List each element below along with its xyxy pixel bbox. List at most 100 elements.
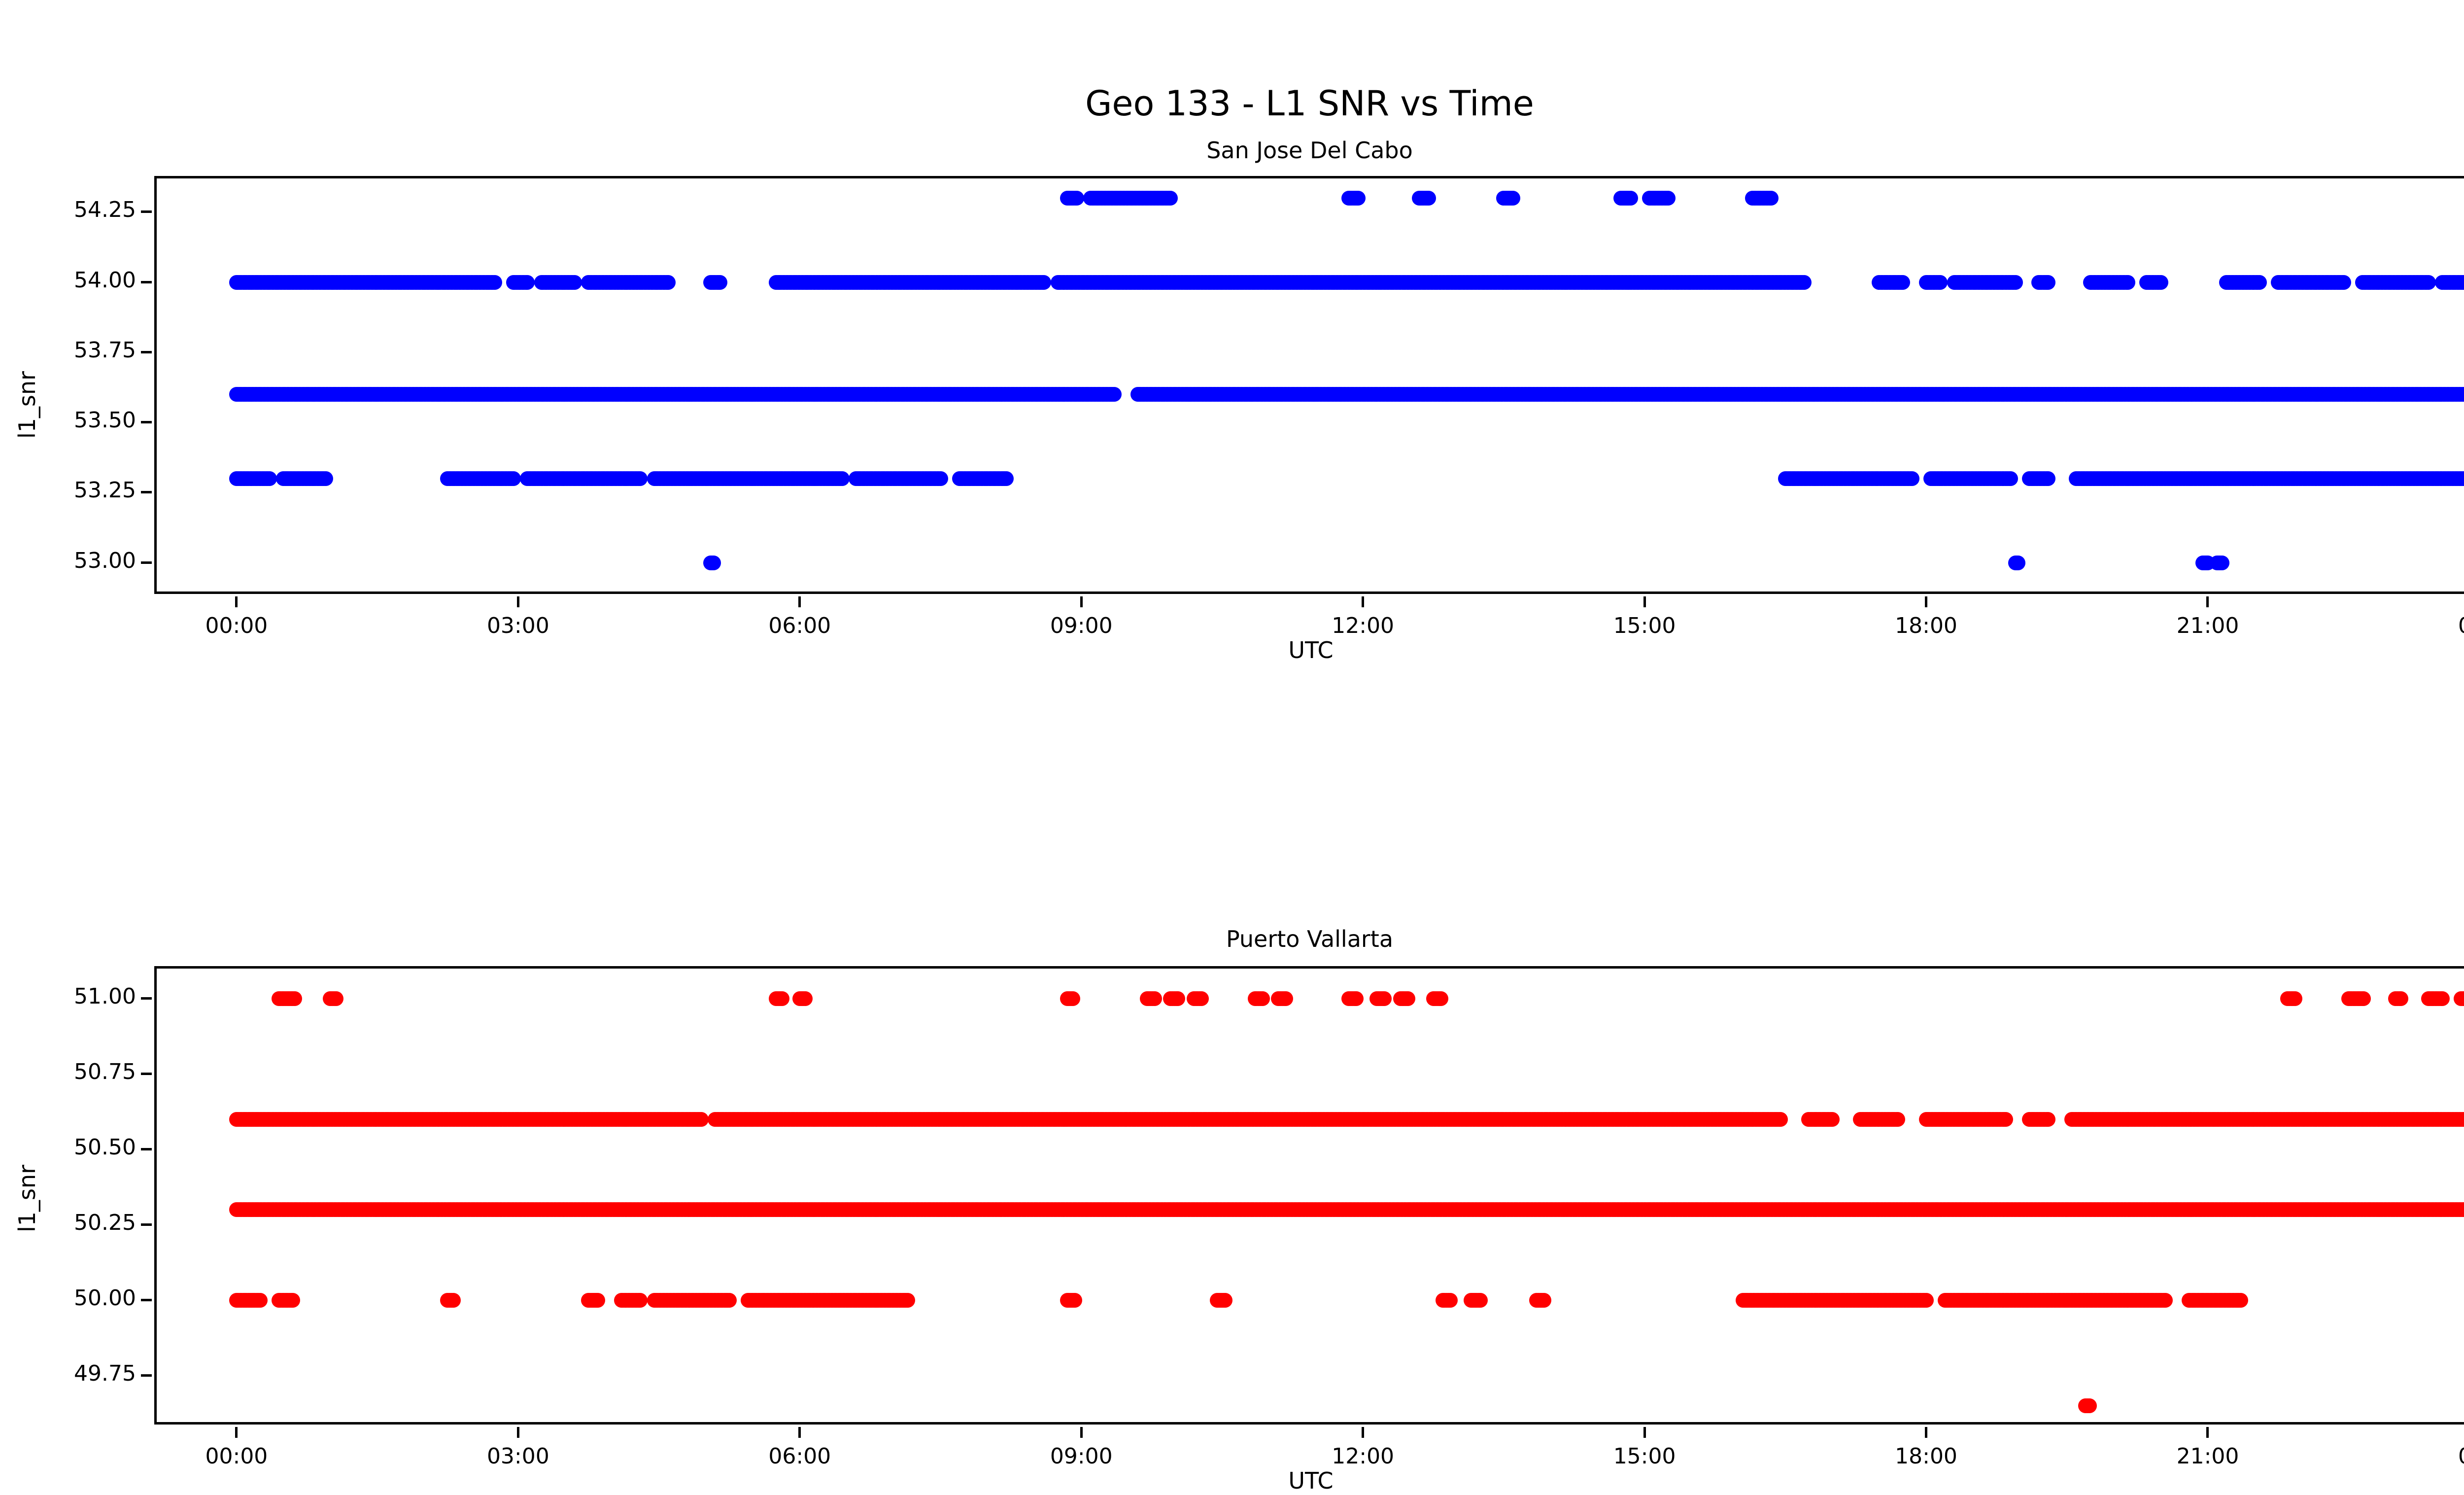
data-point [2356,991,2371,1007]
x-axis-label-top: UTC [1288,637,1334,663]
data-point [1998,1112,2014,1127]
data-point [262,471,277,486]
subplot-title-bottom: Puerto Vallarta [1226,926,1394,952]
data-point [506,471,521,486]
data-point [1825,1112,1840,1127]
data-point [2252,275,2267,290]
data-point [2011,555,2026,570]
data-point [706,555,721,570]
data-point [661,275,676,290]
x-axis-label-bottom: UTC [1288,1467,1334,1494]
plot-area-top [157,178,2464,591]
y-tick-label: 53.25 [74,478,136,503]
data-point [2008,275,2023,290]
x-tick-mark [798,596,801,607]
y-tick-label: 53.00 [74,548,136,573]
scatter-plot-puerto-vallarta[interactable]: 49.75 50.00 50.25 50.50 50.75 51.00 00:00 03:00… [74,966,2464,1469]
data-point [1623,190,1638,206]
x-tick-mark [1925,596,1928,607]
data-point [1506,190,1521,206]
y-axis-label-bottom: l1_snr [14,1164,40,1232]
data-point [1351,190,1366,206]
data-point [1890,1112,1906,1127]
data-point [487,275,502,290]
data-point [2041,471,2056,486]
data-point [1147,991,1162,1007]
data-point [1278,991,1294,1007]
y-tick-mark [141,561,152,564]
x-tick-label: 18:00 [1895,613,1957,638]
data-point [2041,275,2056,290]
data-point [2214,555,2229,570]
x-tick-label: 21:00 [2176,613,2239,638]
y-axis-label-top: l1_snr [14,371,40,439]
data-point [798,991,813,1007]
data-point [318,471,333,486]
y-tick-mark [141,280,152,283]
y-tick-label: 53.75 [74,337,136,363]
y-tick-label: 54.00 [74,267,136,293]
y-tick-mark [141,421,152,424]
x-tick-label: 00:00 [205,613,268,638]
data-point [2288,991,2303,1007]
x-tick-label: 00:00 [2420,613,2464,638]
data-point [1377,991,1392,1007]
data-point [1895,275,1910,290]
data-point [1433,991,1448,1007]
x-tick-label: 03:00 [486,613,549,638]
data-point [2153,275,2168,290]
data-point [1904,471,1919,486]
y-tick-label: 54.25 [74,197,136,223]
y-tick-mark [141,210,152,213]
data-point [2121,275,2136,290]
data-point [693,1112,709,1127]
x-tick-mark [1362,596,1365,607]
data-point [1069,190,1084,206]
data-point [2003,471,2018,486]
x-tick-mark [235,596,238,607]
data-point [1349,991,1364,1007]
data-point [774,991,789,1007]
data-point [1255,991,1270,1007]
x-tick-mark [516,596,519,607]
x-tick-mark [1080,596,1083,607]
data-point [1660,190,1676,206]
x-tick-label: 15:00 [1613,613,1676,638]
data-point [1065,991,1081,1007]
data-point [2435,991,2450,1007]
data-point [2421,275,2436,290]
data-point [712,275,727,290]
data-point [328,991,343,1007]
x-tick-label: 09:00 [1050,613,1113,638]
data-point [1106,387,1122,402]
data-point [1933,275,1948,290]
data-point [1796,275,1812,290]
data-point [933,471,948,486]
data-point [2336,275,2352,290]
plot-area-bottom [157,969,2464,1422]
y-tick-mark [141,491,152,494]
subplot-title-top: San Jose Del Cabo [1206,137,1413,164]
x-tick-mark [2206,596,2209,607]
y-tick-mark [141,350,152,353]
data-point [998,471,1014,486]
data-point [1421,190,1436,206]
data-point [287,991,302,1007]
data-point [1194,991,1209,1007]
y-tick-label: 53.50 [74,408,136,433]
data-point [2041,1112,2056,1127]
data-point [834,471,850,486]
data-point [2394,991,2409,1007]
data-point [520,275,535,290]
data-point [1036,275,1052,290]
data-point [1764,190,1779,206]
data-point [1401,991,1416,1007]
x-tick-mark [1643,596,1646,607]
scatter-plot-san-jose-del-cabo[interactable]: 53.00 53.25 53.50 53.75 54.00 54.25 00:00 03:00… [74,176,2464,638]
data-point [1170,991,1186,1007]
x-tick-label: 06:00 [768,613,831,638]
x-tick-label: 12:00 [1332,613,1395,638]
data-point [1163,190,1178,206]
data-point [567,275,582,290]
